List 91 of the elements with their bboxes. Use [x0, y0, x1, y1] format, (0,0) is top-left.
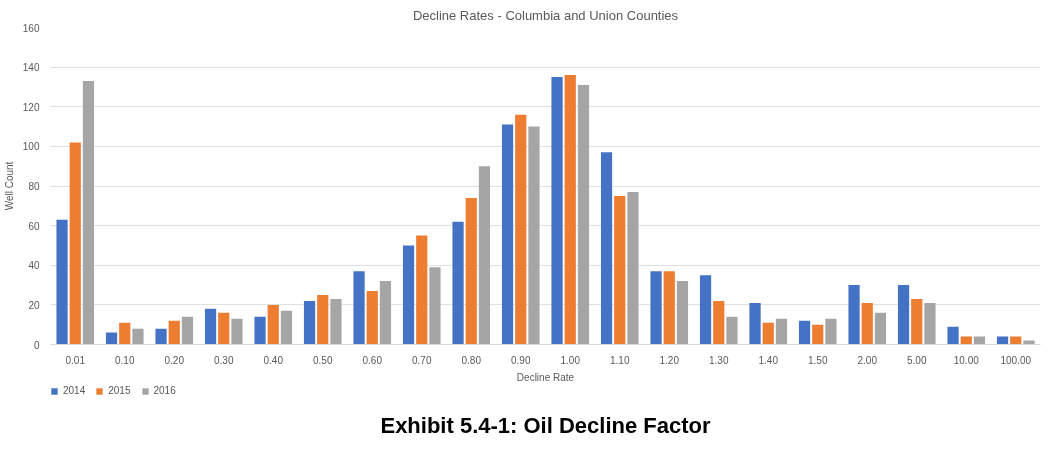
bar: [614, 195, 626, 345]
bar: [429, 267, 441, 345]
bar: [911, 298, 923, 345]
bar: [56, 219, 68, 345]
x-tick-label: 10.00: [953, 354, 980, 366]
y-tick-label: 0: [33, 339, 40, 351]
x-tick-label: 1.30: [709, 354, 729, 366]
bar: [317, 294, 329, 345]
bar: [650, 271, 662, 345]
bar: [775, 318, 788, 345]
bar: [303, 300, 316, 345]
x-tick-label: 2.00: [857, 354, 878, 366]
bar: [812, 324, 824, 345]
y-tick-label: 120: [22, 101, 40, 113]
x-tick-label: 0.60: [362, 354, 383, 366]
bar: [713, 300, 725, 345]
bar: [726, 316, 738, 345]
bar: [848, 285, 860, 345]
bar: [231, 318, 243, 345]
x-tick-label: 0.80: [461, 354, 482, 366]
bar: [267, 304, 279, 345]
bar: [69, 142, 81, 345]
x-tick-label: 1.00: [560, 354, 581, 366]
bar: [825, 318, 837, 345]
x-tick-label: 0.10: [115, 354, 135, 366]
x-tick-label: 5.00: [907, 354, 927, 366]
bar: [82, 80, 95, 345]
bar: [204, 308, 217, 345]
bar: [749, 302, 761, 345]
bar: [947, 326, 959, 345]
bar: [379, 281, 392, 345]
bar: [155, 328, 167, 345]
x-tick-label: 1.20: [659, 354, 680, 366]
bar: [600, 152, 613, 345]
bar: [564, 75, 576, 345]
bar: [452, 221, 464, 345]
bar: [168, 320, 180, 345]
y-tick-label: 40: [28, 260, 40, 272]
y-tick-label: 20: [28, 299, 40, 311]
bar: [280, 310, 293, 345]
x-tick-label: 0.40: [263, 354, 284, 366]
bar: [218, 312, 230, 345]
bar: [353, 271, 365, 345]
x-tick-label: 1.10: [610, 354, 630, 366]
x-tick-label: 0.01: [65, 354, 86, 366]
y-tick-label: 80: [28, 181, 40, 192]
bar: [762, 322, 774, 345]
x-axis-title: Decline Rate: [516, 371, 575, 383]
y-tick-label: 60: [28, 220, 40, 232]
bar: [132, 328, 144, 345]
bar: [105, 332, 118, 345]
bar: [874, 312, 887, 345]
bar: [528, 126, 540, 345]
legend-label: 2016: [153, 385, 176, 396]
y-tick-label: 100: [22, 141, 40, 153]
legend-label: 2015: [108, 385, 131, 396]
bar: [330, 298, 342, 345]
y-tick-label: 140: [22, 62, 40, 74]
bar: [366, 291, 378, 345]
bar: [924, 302, 936, 345]
bar: [676, 281, 689, 345]
bar: [798, 320, 811, 345]
bar: [577, 84, 590, 345]
bar: [897, 285, 910, 345]
x-tick-label: 0.50: [313, 354, 333, 366]
bar: [699, 275, 712, 345]
legend-label: 2014: [63, 385, 86, 396]
bar: [861, 302, 873, 345]
bar: [501, 124, 514, 345]
x-tick-label: 100.00: [1000, 354, 1032, 366]
bar: [627, 191, 639, 345]
bar: [551, 77, 563, 345]
bar: [402, 245, 415, 345]
chart-title: Decline Rates - Columbia and Union Counties: [412, 7, 679, 23]
y-tick-label: 160: [22, 22, 40, 34]
bar: [254, 316, 266, 345]
bar: [416, 235, 428, 345]
bar: [465, 197, 477, 345]
x-tick-label: 1.50: [808, 354, 828, 366]
x-tick-label: 0.30: [214, 354, 234, 366]
x-tick-label: 0.20: [164, 354, 185, 366]
bar: [119, 322, 131, 345]
x-tick-label: 0.70: [412, 354, 432, 366]
x-tick-label: 1.40: [758, 354, 779, 366]
y-axis-title: Well Count: [3, 161, 15, 211]
x-tick-label: 0.90: [511, 354, 531, 366]
text: Exhibit 5.4-1: Oil Decline Factor: [380, 412, 711, 438]
bar: [663, 271, 675, 345]
bar: [478, 166, 491, 345]
bar: [181, 316, 194, 345]
bar: [515, 114, 527, 345]
